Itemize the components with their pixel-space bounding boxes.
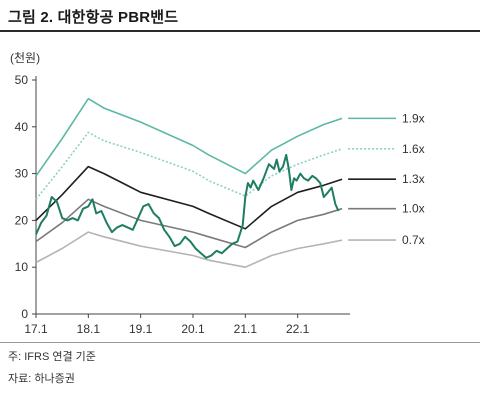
x-tick-label: 19.1 (129, 322, 153, 336)
legend-label-1-9x: 1.9x (402, 111, 425, 125)
legend-label-1-0x: 1.0x (402, 202, 425, 216)
legend: 1.9x 1.6x 1.3x 1.0x 0.7x (348, 111, 425, 247)
series-group (35, 97, 343, 268)
y-tick-label: 50 (15, 73, 29, 87)
x-tick-label: 21.1 (234, 322, 258, 336)
x-tick-label: 18.1 (77, 322, 101, 336)
x-tick-label: 17.1 (24, 322, 48, 336)
band-line-1-0x (35, 198, 343, 249)
x-tick-label: 22.1 (286, 322, 310, 336)
axes: 0 10 20 30 40 50 17.1 18.1 19.1 20.1 21.1 22.1 (15, 73, 350, 336)
band-line-0-7x (35, 231, 343, 268)
title-divider (0, 30, 480, 32)
figure-title: 그림 2. 대한항공 PBR밴드 (8, 9, 179, 26)
x-tick-label: 20.1 (181, 322, 205, 336)
y-tick-label: 20 (15, 213, 29, 227)
source-note: 자료: 하나증권 (8, 373, 75, 385)
band-line-1-6x (35, 131, 343, 200)
y-tick-label: 40 (15, 120, 29, 134)
y-tick-label: 10 (15, 260, 29, 274)
legend-label-0-7x: 0.7x (402, 233, 425, 247)
footer-divider (0, 342, 480, 343)
y-tick-label: 30 (15, 167, 29, 181)
price-series-line (35, 153, 340, 259)
band-line-1-3x (35, 165, 343, 230)
footnote: 주: IFRS 연결 기준 (8, 351, 96, 363)
legend-label-1-3x: 1.3x (402, 172, 425, 186)
band-line-1-9x (35, 97, 343, 177)
pbr-band-chart: (천원) 0 10 20 30 40 50 17.1 18.1 19.1 20.1 21.1 22.1… (10, 50, 425, 336)
y-unit-label: (천원) (10, 50, 40, 65)
legend-label-1-6x: 1.6x (402, 142, 425, 156)
y-tick-label: 0 (21, 307, 28, 321)
